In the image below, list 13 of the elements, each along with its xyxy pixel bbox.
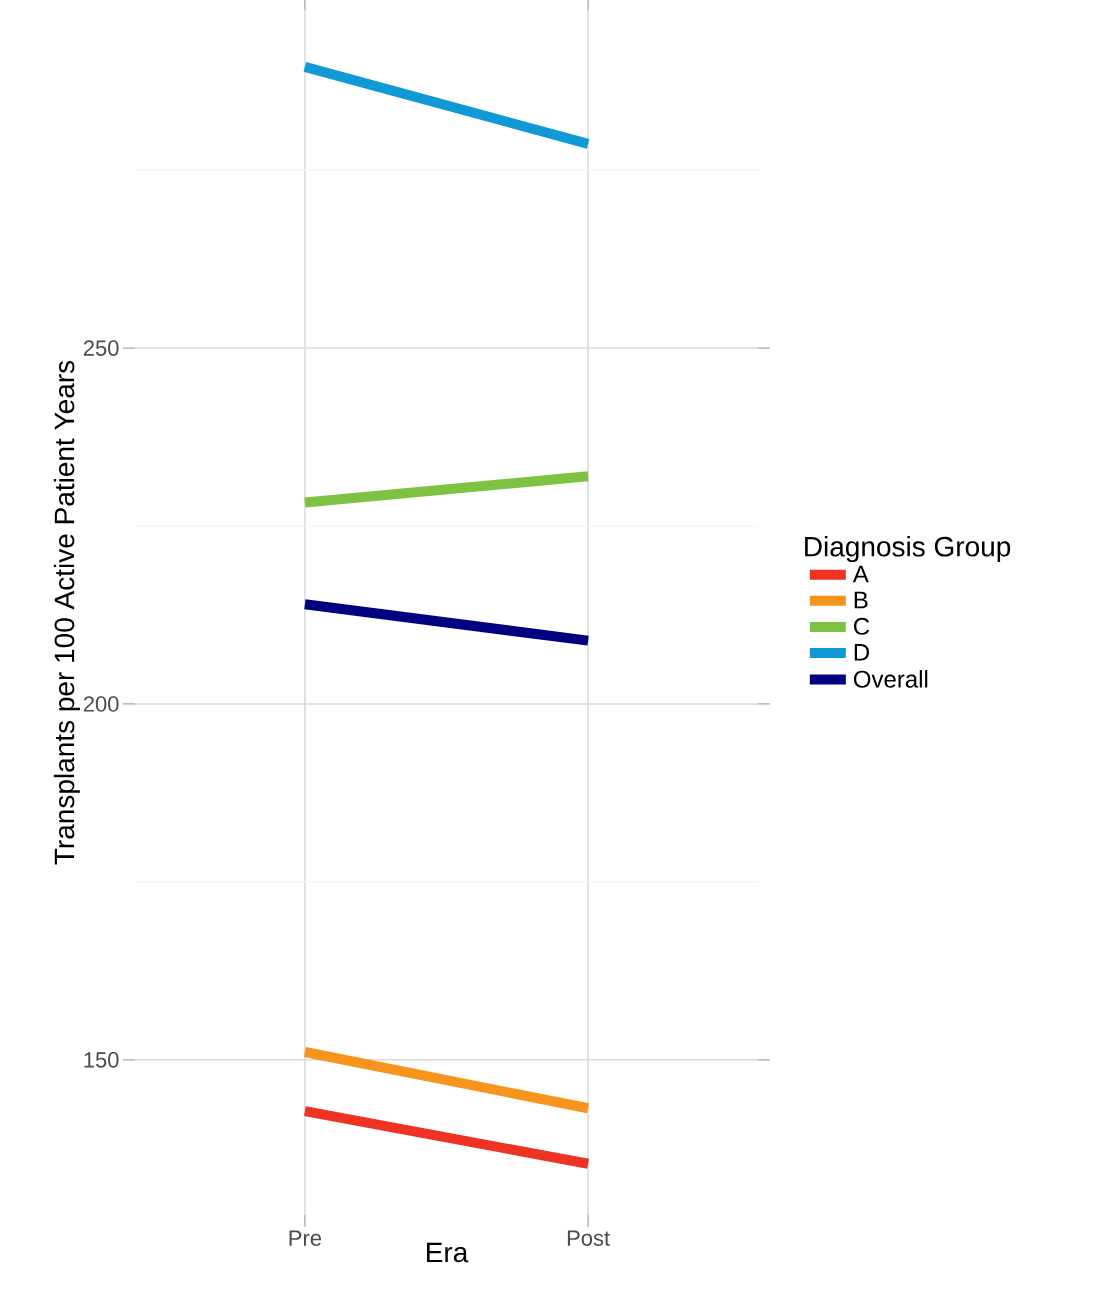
legend-title: Diagnosis Group xyxy=(805,536,1011,563)
legend-label: C xyxy=(854,617,870,635)
y-axis-title: Transplants per 100 Active Patient Years xyxy=(53,360,80,865)
y-tick-label: 150 xyxy=(84,1052,119,1068)
legend-label: Overall xyxy=(853,670,928,688)
y-tick-label: 250 xyxy=(83,340,119,356)
x-tick-label: Post xyxy=(567,1230,610,1246)
legend-label: A xyxy=(852,565,869,583)
x-tick-label: Pre xyxy=(289,1230,322,1246)
y-tick-label: 200 xyxy=(83,696,119,712)
x-axis-title: Era xyxy=(427,1242,469,1263)
legend-label: D xyxy=(854,644,870,661)
legend-label: B xyxy=(854,591,868,609)
